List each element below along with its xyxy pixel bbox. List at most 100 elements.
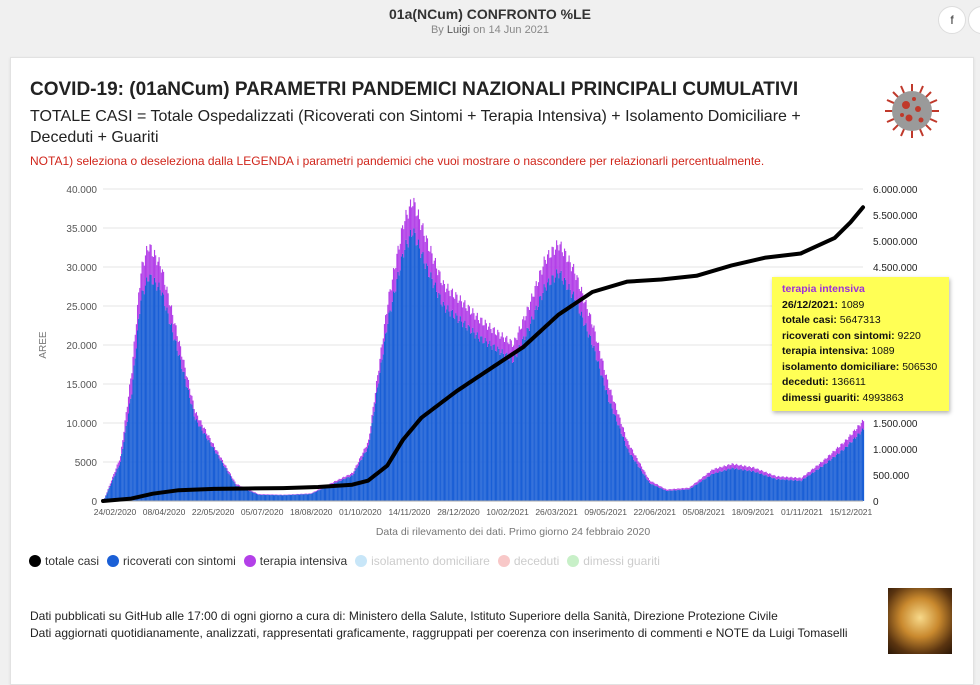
bar-ricoverati [508,360,509,501]
bar-terapia-intensiva [674,489,675,490]
bar-terapia-intensiva [536,281,537,305]
bar-ricoverati [587,331,588,501]
bar-ricoverati [757,472,758,501]
bar-terapia-intensiva [681,488,682,489]
legend-item[interactable]: isolamento domiciliare [355,554,490,568]
bar-terapia-intensiva [520,329,521,347]
bar-ricoverati [548,278,549,501]
bar-terapia-intensiva [435,258,436,283]
bar-terapia-intensiva [530,302,531,324]
facebook-share-button[interactable]: f [938,6,966,34]
bar-ricoverati [470,334,471,501]
bar-terapia-intensiva [151,245,152,275]
bar-terapia-intensiva [771,475,772,478]
bar-ricoverati [113,477,114,501]
bar-ricoverati [482,343,483,501]
bar-terapia-intensiva [123,432,124,442]
author-link[interactable]: Luigi [447,24,470,36]
bar-ricoverati [716,472,717,501]
bar-ricoverati [162,292,163,501]
bar-ricoverati [410,230,411,501]
bar-ricoverati [188,390,189,501]
bar-ricoverati [390,310,391,501]
bar-terapia-intensiva [205,429,206,434]
bar-ricoverati [803,479,804,501]
bar-ricoverati [273,495,274,501]
legend-item[interactable]: deceduti [498,554,559,568]
bar-ricoverati [118,467,119,501]
bar-terapia-intensiva [190,395,191,404]
bar-ricoverati [818,470,819,501]
bar-terapia-intensiva [644,472,645,476]
bar-ricoverati [480,336,481,501]
bar-ricoverati [418,239,419,501]
bar-ricoverati [607,394,608,501]
bar-terapia-intensiva [607,379,608,394]
bar-ricoverati [729,469,730,501]
bar-terapia-intensiva [749,466,750,470]
bar-terapia-intensiva [228,471,229,473]
bar-terapia-intensiva [164,285,165,306]
bar-terapia-intensiva [305,494,306,495]
bar-terapia-intensiva [430,246,431,272]
bar-ricoverati [436,292,437,501]
bar-terapia-intensiva [836,449,837,455]
bar-ricoverati [373,416,374,501]
bar-terapia-intensiva [794,477,795,480]
legend-item[interactable]: terapia intensiva [244,554,347,568]
bar-terapia-intensiva [631,448,632,455]
bar-terapia-intensiva [169,305,170,324]
bar-terapia-intensiva [501,336,502,352]
bar-ricoverati [455,313,456,501]
bar-ricoverati [666,491,667,501]
tooltip-row-value: 1089 [868,345,894,357]
bar-ricoverati [424,263,425,501]
bar-terapia-intensiva [414,202,415,232]
bar-terapia-intensiva [680,489,681,490]
bar-ricoverati [522,339,523,501]
bar-ricoverati [427,266,428,501]
bar-ricoverati [668,491,669,501]
bar-ricoverati [810,475,811,501]
bar-terapia-intensiva [394,269,395,292]
bar-terapia-intensiva [407,215,408,244]
chart-legend: totale casi ricoverati con sintomi terapia… [29,554,668,570]
bar-terapia-intensiva [357,464,358,467]
bar-ricoverati [477,332,478,501]
bar-terapia-intensiva [231,476,232,478]
bar-ricoverati [146,277,147,501]
bar-terapia-intensiva [563,256,564,284]
bar-ricoverati [181,369,182,501]
bar-terapia-intensiva [584,302,585,325]
bar-terapia-intensiva [646,475,647,478]
bar-terapia-intensiva [314,492,315,493]
bar-ricoverati [177,351,178,501]
legend-item[interactable]: totale casi [29,554,99,568]
bar-ricoverati [462,327,463,501]
bar-terapia-intensiva [599,351,600,369]
bar-terapia-intensiva [214,447,215,451]
bar-terapia-intensiva [425,242,426,269]
bar-terapia-intensiva [388,292,389,313]
bar-ricoverati [557,273,558,501]
bar-terapia-intensiva [554,255,555,282]
bar-ricoverati [301,494,302,501]
bar-ricoverati [855,439,856,501]
bar-terapia-intensiva [506,336,507,353]
bar-ricoverati [366,452,367,501]
bar-terapia-intensiva [693,484,694,486]
bar-ricoverati [112,480,113,501]
bar-ricoverati [683,490,684,501]
bar-ricoverati [801,481,802,501]
bar-ricoverati [370,433,371,501]
bar-terapia-intensiva [759,470,760,473]
bar-ricoverati [550,285,551,501]
bar-ricoverati [323,488,324,501]
bar-terapia-intensiva [422,223,423,252]
bar-ricoverati [485,338,486,501]
bar-ricoverati [601,375,602,501]
legend-item[interactable]: ricoverati con sintomi [107,554,236,568]
legend-item[interactable]: dimessi guariti [567,554,660,568]
bar-ricoverati [819,468,820,501]
bar-terapia-intensiva [122,440,123,449]
